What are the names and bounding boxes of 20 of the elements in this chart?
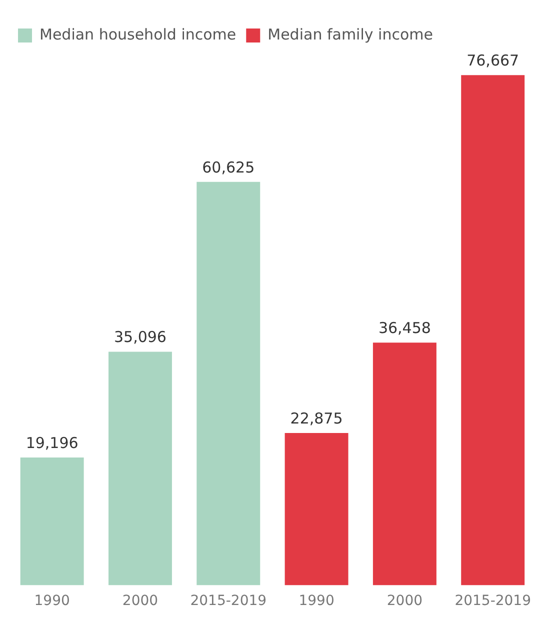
x-tick-label: 2000 <box>122 593 158 610</box>
x-tick-label: 2015-2019 <box>190 593 267 610</box>
legend-label: Median household income <box>40 25 236 44</box>
data-label: 76,667 <box>466 52 520 70</box>
data-label: 35,096 <box>114 328 166 346</box>
bar <box>108 352 172 586</box>
bar <box>372 342 436 586</box>
bar <box>20 458 84 586</box>
x-tick-label: 1990 <box>34 593 70 610</box>
bar <box>196 182 260 586</box>
legend-label: Median family income <box>268 25 433 44</box>
x-tick-label: 1990 <box>298 593 334 610</box>
bar <box>284 433 348 586</box>
bar <box>461 75 525 586</box>
x-tick-label: 2015-2019 <box>454 593 531 610</box>
x-tick-label: 2000 <box>386 593 423 610</box>
data-label: 22,875 <box>290 409 343 428</box>
data-label: 60,625 <box>202 158 255 176</box>
data-label: 19,196 <box>26 434 78 452</box>
data-label: 36,458 <box>378 319 431 338</box>
